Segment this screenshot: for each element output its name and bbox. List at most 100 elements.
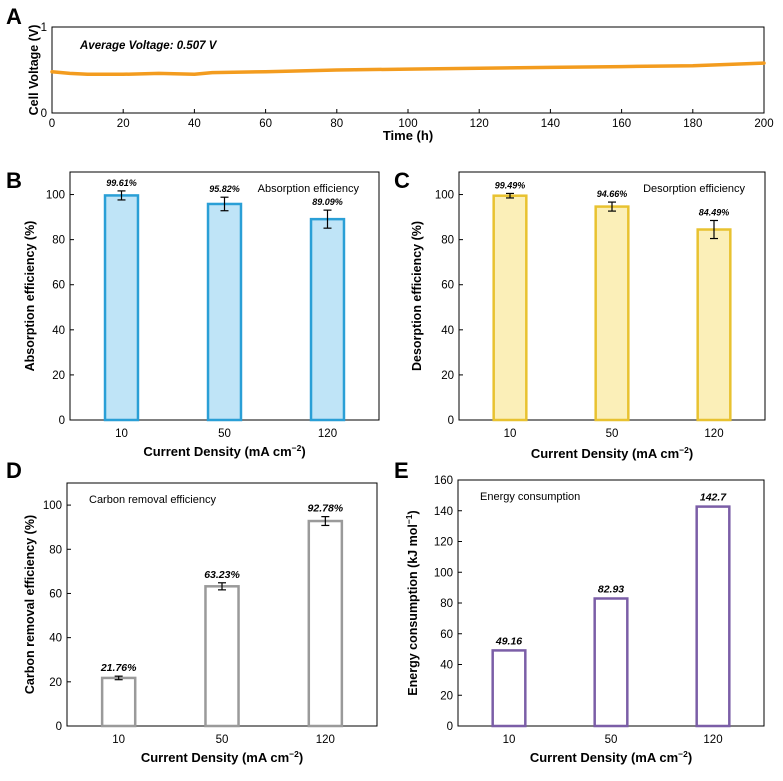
- x-tick-label: 10: [112, 734, 125, 746]
- data-label: 99.61%: [106, 178, 137, 188]
- bar: [492, 194, 528, 422]
- y-tick-label: 40: [440, 660, 453, 672]
- x-tick-label: 160: [612, 118, 631, 130]
- y-axis-title: Energy consumption (kJ mol−1): [404, 510, 420, 695]
- x-tick-label: 50: [605, 734, 618, 746]
- inner-label: Desorption efficiency: [643, 183, 745, 195]
- text-span: ): [689, 446, 693, 461]
- x-tick-label: 20: [117, 118, 130, 130]
- y-tick-label: 60: [52, 280, 65, 292]
- data-label: 21.76%: [100, 662, 137, 674]
- panel-letter: E: [394, 458, 409, 483]
- y-tick-label: 0: [447, 721, 453, 733]
- superscript: −2: [289, 749, 299, 759]
- x-axis-title: Current Density (mA cm−2): [531, 445, 693, 461]
- data-label: 142.7: [700, 492, 727, 504]
- y-tick-label: 0: [41, 108, 47, 120]
- x-tick-label: 120: [704, 428, 723, 440]
- x-tick-label: 120: [470, 118, 489, 130]
- x-tick-label: 0: [49, 118, 55, 130]
- y-tick-label: 60: [49, 588, 62, 600]
- y-tick-label: 80: [441, 235, 454, 247]
- text-span: Current Density (mA cm: [530, 750, 678, 765]
- x-tick-label: 120: [703, 734, 722, 746]
- text-span: ): [688, 750, 692, 765]
- y-tick-label: 0: [56, 721, 62, 733]
- y-tick-label: 120: [434, 537, 453, 549]
- bar: [695, 505, 731, 728]
- y-tick-label: 1: [41, 22, 47, 34]
- y-tick-label: 100: [434, 567, 453, 579]
- x-tick-label: 50: [216, 734, 229, 746]
- y-tick-label: 140: [434, 506, 453, 518]
- y-tick-label: 40: [52, 325, 65, 337]
- data-label: 89.09%: [312, 197, 343, 207]
- panel-d: D 0 20 40 60 80 100 10 21.76% 50 63.23% 120 92.78% Ca…: [6, 458, 378, 765]
- inner-label: Energy consumption: [480, 491, 580, 503]
- panel-letter: A: [6, 4, 22, 29]
- y-axis-title: Cell Voltage (V): [27, 25, 41, 116]
- bar: [696, 228, 732, 422]
- y-tick-label: 80: [52, 235, 65, 247]
- data-label: 84.49%: [699, 207, 730, 217]
- x-axis-title: Time (h): [383, 128, 433, 143]
- y-tick-label: 60: [440, 629, 453, 641]
- inner-label: Absorption efficiency: [258, 183, 360, 195]
- panel-letter: D: [6, 458, 22, 483]
- y-tick-label: 40: [441, 325, 454, 337]
- x-tick-label: 200: [754, 118, 773, 130]
- y-tick-label: 20: [441, 370, 454, 382]
- text-span: Desorption efficiency (%): [410, 221, 424, 371]
- bar: [491, 649, 527, 728]
- y-axis-title: Absorption efficiency (%): [23, 221, 37, 372]
- x-axis-title: Current Density (mA cm−2): [530, 749, 692, 765]
- y-tick-label: 100: [43, 500, 62, 512]
- bar: [309, 217, 346, 422]
- data-label: 63.23%: [204, 569, 240, 581]
- x-tick-label: 50: [218, 428, 231, 440]
- text-span: Current Density (mA cm: [143, 444, 291, 459]
- x-axis-title: Current Density (mA cm−2): [141, 749, 303, 765]
- text-span: ): [299, 750, 303, 765]
- panel-c: C 0 20 40 60 80 100 10 99.49% 50 94.66% 120 84.49% De…: [394, 168, 766, 461]
- y-tick-label: 160: [434, 475, 453, 487]
- superscript: −1: [404, 514, 414, 524]
- x-tick-label: 120: [318, 428, 337, 440]
- x-tick-label: 80: [330, 118, 343, 130]
- text-span: ): [301, 444, 305, 459]
- y-tick-label: 40: [49, 633, 62, 645]
- panel-b: B 0 20 40 60 80 100 10 99.61% 50 95.82% 120 89.09% Ab…: [6, 168, 380, 459]
- data-label: 82.93: [598, 583, 624, 595]
- bar: [206, 202, 243, 422]
- bar: [204, 585, 240, 728]
- y-tick-label: 0: [448, 415, 454, 427]
- data-label: 94.66%: [597, 189, 628, 199]
- x-tick-label: 60: [259, 118, 272, 130]
- x-tick-label: 140: [541, 118, 560, 130]
- bar: [593, 597, 629, 728]
- superscript: −2: [679, 445, 689, 455]
- text-span: Current Density (mA cm: [141, 750, 289, 765]
- y-tick-label: 80: [440, 598, 453, 610]
- text-span: ): [406, 510, 420, 514]
- bar: [307, 519, 344, 728]
- y-tick-label: 20: [440, 690, 453, 702]
- x-tick-label: 100: [398, 118, 417, 130]
- y-tick-label: 80: [49, 544, 62, 556]
- y-axis-title: Carbon removal efficiency (%): [23, 515, 37, 694]
- panel-e: E 0 20 40 60 80 100 120 140 160 10 49.16 50 82.93 120 1…: [394, 458, 765, 765]
- y-tick-label: 20: [49, 677, 62, 689]
- y-tick-label: 60: [441, 280, 454, 292]
- bar: [594, 205, 630, 422]
- bar: [100, 676, 137, 728]
- x-tick-label: 50: [606, 428, 619, 440]
- x-tick-label: 180: [683, 118, 702, 130]
- data-label: 99.49%: [495, 180, 526, 190]
- bar: [103, 194, 140, 422]
- x-axis-title: Current Density (mA cm−2): [143, 443, 305, 459]
- inner-label: Carbon removal efficiency: [89, 494, 216, 506]
- text-span: Energy consumption (kJ mol: [406, 524, 420, 696]
- y-tick-label: 20: [52, 370, 65, 382]
- data-label: 95.82%: [209, 184, 240, 194]
